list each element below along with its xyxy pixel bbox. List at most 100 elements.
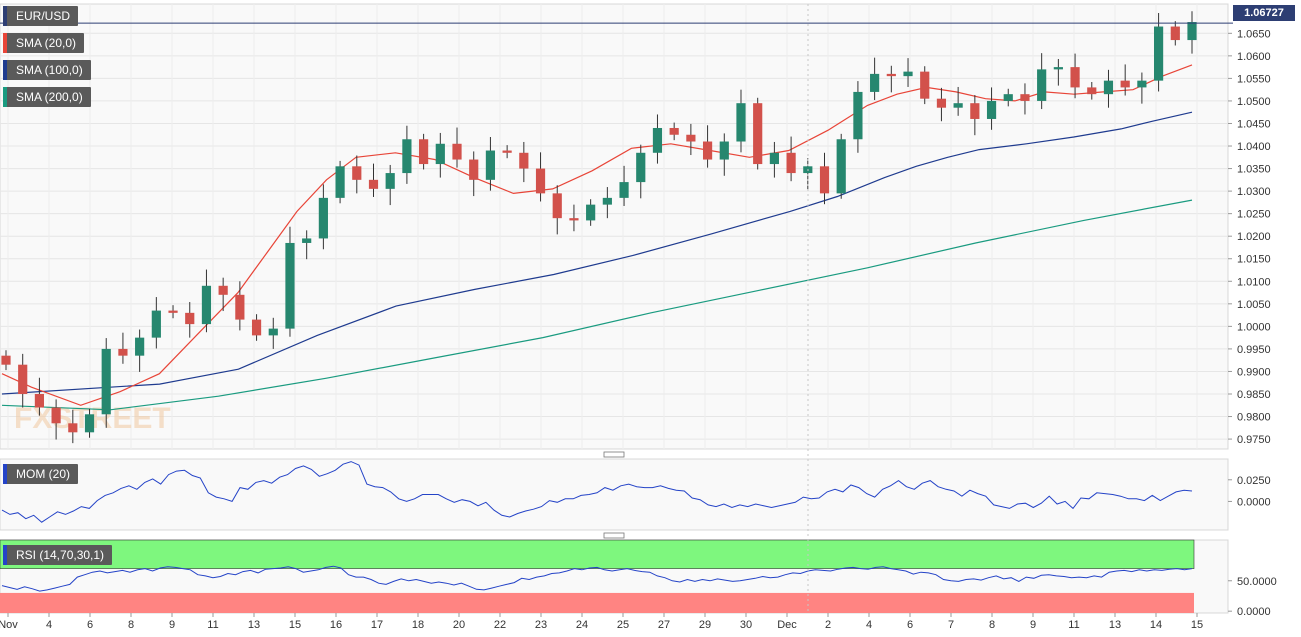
- candle-8: [135, 329, 145, 372]
- candle-body-47: [786, 152, 796, 174]
- legend-sma200-swatch: [3, 87, 7, 107]
- legend-sma100[interactable]: SMA (100,0): [3, 60, 91, 80]
- x-tick-label-21: 4: [866, 619, 872, 631]
- candle-53: [886, 65, 896, 93]
- candle-23: [385, 164, 395, 206]
- rsi-tick-label-1: 0.0000: [1237, 606, 1271, 618]
- candle-body-55: [920, 71, 930, 99]
- candle-10: [168, 305, 178, 319]
- candle-body-22: [368, 179, 379, 189]
- candle-21: [352, 155, 362, 194]
- legend-sma200[interactable]: SMA (200,0): [3, 87, 91, 107]
- candle-46: [769, 141, 779, 178]
- x-tick-label-19: Dec: [777, 619, 797, 631]
- y-tick-label-5: 1.0000: [1237, 321, 1271, 333]
- candle-body-38: [636, 152, 646, 183]
- x-tick-label-28: 14: [1150, 619, 1162, 631]
- candle-26: [435, 132, 445, 178]
- candle-25: [419, 133, 429, 170]
- y-tick-label-11: 1.0300: [1237, 186, 1271, 198]
- legend-mom[interactable]: MOM (20): [3, 464, 78, 484]
- x-tick-label-4: 9: [169, 619, 175, 631]
- candle-5: [84, 408, 95, 438]
- candle-body-16: [268, 328, 278, 336]
- candle-body-20: [335, 166, 345, 198]
- candle-body-13: [218, 285, 228, 295]
- candle-64: [1070, 53, 1080, 99]
- x-tick-label-26: 11: [1068, 619, 1079, 631]
- x-tick-label-18: 30: [740, 619, 752, 631]
- candle-14: [235, 281, 245, 331]
- candle-24: [402, 125, 412, 184]
- legend-symbol-label: EUR/USD: [16, 9, 71, 23]
- candles: [1, 11, 1197, 444]
- x-tick-label-7: 15: [289, 619, 301, 631]
- candle-20: [335, 160, 345, 204]
- candle-36: [602, 187, 612, 219]
- candle-47: [786, 136, 796, 182]
- candle-56: [936, 87, 947, 122]
- x-tick-label-3: 8: [128, 619, 134, 631]
- legend-sma20[interactable]: SMA (20,0): [3, 33, 85, 53]
- candle-27: [452, 127, 462, 168]
- candle-0: [1, 350, 11, 371]
- candle-body-62: [1037, 69, 1047, 101]
- legend-sma100-label: SMA (100,0): [16, 63, 83, 77]
- candle-body-4: [68, 423, 78, 433]
- candle-body-21: [352, 166, 362, 180]
- candle-body-9: [151, 310, 161, 338]
- x-tick-label-24: 8: [989, 619, 995, 631]
- candle-body-2: [34, 393, 45, 408]
- candle-body-57: [953, 103, 963, 108]
- candle-body-53: [886, 73, 896, 77]
- x-tick-label-29: 15: [1191, 619, 1203, 631]
- candle-35: [586, 199, 596, 226]
- candle-body-3: [51, 407, 61, 424]
- candle-body-11: [185, 312, 195, 325]
- x-tick-label-9: 17: [371, 619, 383, 631]
- candle-body-34: [569, 218, 579, 221]
- x-tick-label-15: 25: [617, 619, 629, 631]
- candle-51: [853, 81, 863, 153]
- legend-sma200-label: SMA (200,0): [16, 90, 83, 104]
- candle-17: [285, 226, 295, 337]
- candle-body-71: [1187, 22, 1197, 41]
- candle-66: [1103, 69, 1114, 108]
- x-tick-label-27: 13: [1109, 619, 1121, 631]
- y-tick-label-3: 0.9900: [1237, 366, 1271, 378]
- sma200-line: [1, 199, 1193, 411]
- candle-65: [1087, 81, 1097, 100]
- x-tick-label-25: 9: [1030, 619, 1036, 631]
- candle-body-67: [1120, 80, 1130, 88]
- y-tick-label-1: 0.9800: [1237, 412, 1271, 424]
- candle-body-29: [485, 150, 496, 180]
- candle-body-65: [1087, 87, 1097, 95]
- candle-body-69: [1153, 26, 1164, 81]
- rsi-tick-label-0: 50.0000: [1237, 576, 1277, 588]
- candle-57: [953, 86, 963, 116]
- rsi-overbought-zone: [0, 539, 1195, 569]
- candle-body-35: [586, 204, 596, 221]
- candle-body-61: [1020, 94, 1030, 101]
- candle-4: [68, 409, 78, 444]
- candle-33: [552, 185, 562, 235]
- x-tick-label-12: 22: [494, 619, 506, 631]
- candle-body-15: [251, 319, 262, 336]
- candle-37: [619, 165, 629, 206]
- candle-body-30: [502, 150, 512, 153]
- x-tick-label-16: 27: [658, 619, 670, 631]
- candle-body-18: [302, 238, 312, 243]
- candle-body-40: [669, 127, 679, 135]
- x-tick-label-23: 7: [948, 619, 954, 631]
- legend-rsi[interactable]: RSI (14,70,30,1): [3, 545, 113, 565]
- candle-body-10: [168, 310, 178, 313]
- candle-15: [251, 314, 262, 341]
- candle-6: [101, 338, 111, 428]
- candle-body-17: [285, 242, 295, 329]
- candle-body-14: [235, 294, 245, 320]
- candle-body-63: [1053, 67, 1063, 70]
- candle-body-12: [201, 285, 212, 325]
- candle-62: [1037, 53, 1047, 110]
- legend-symbol[interactable]: EUR/USD: [3, 6, 79, 26]
- y-tick-label-2: 0.9850: [1237, 389, 1271, 401]
